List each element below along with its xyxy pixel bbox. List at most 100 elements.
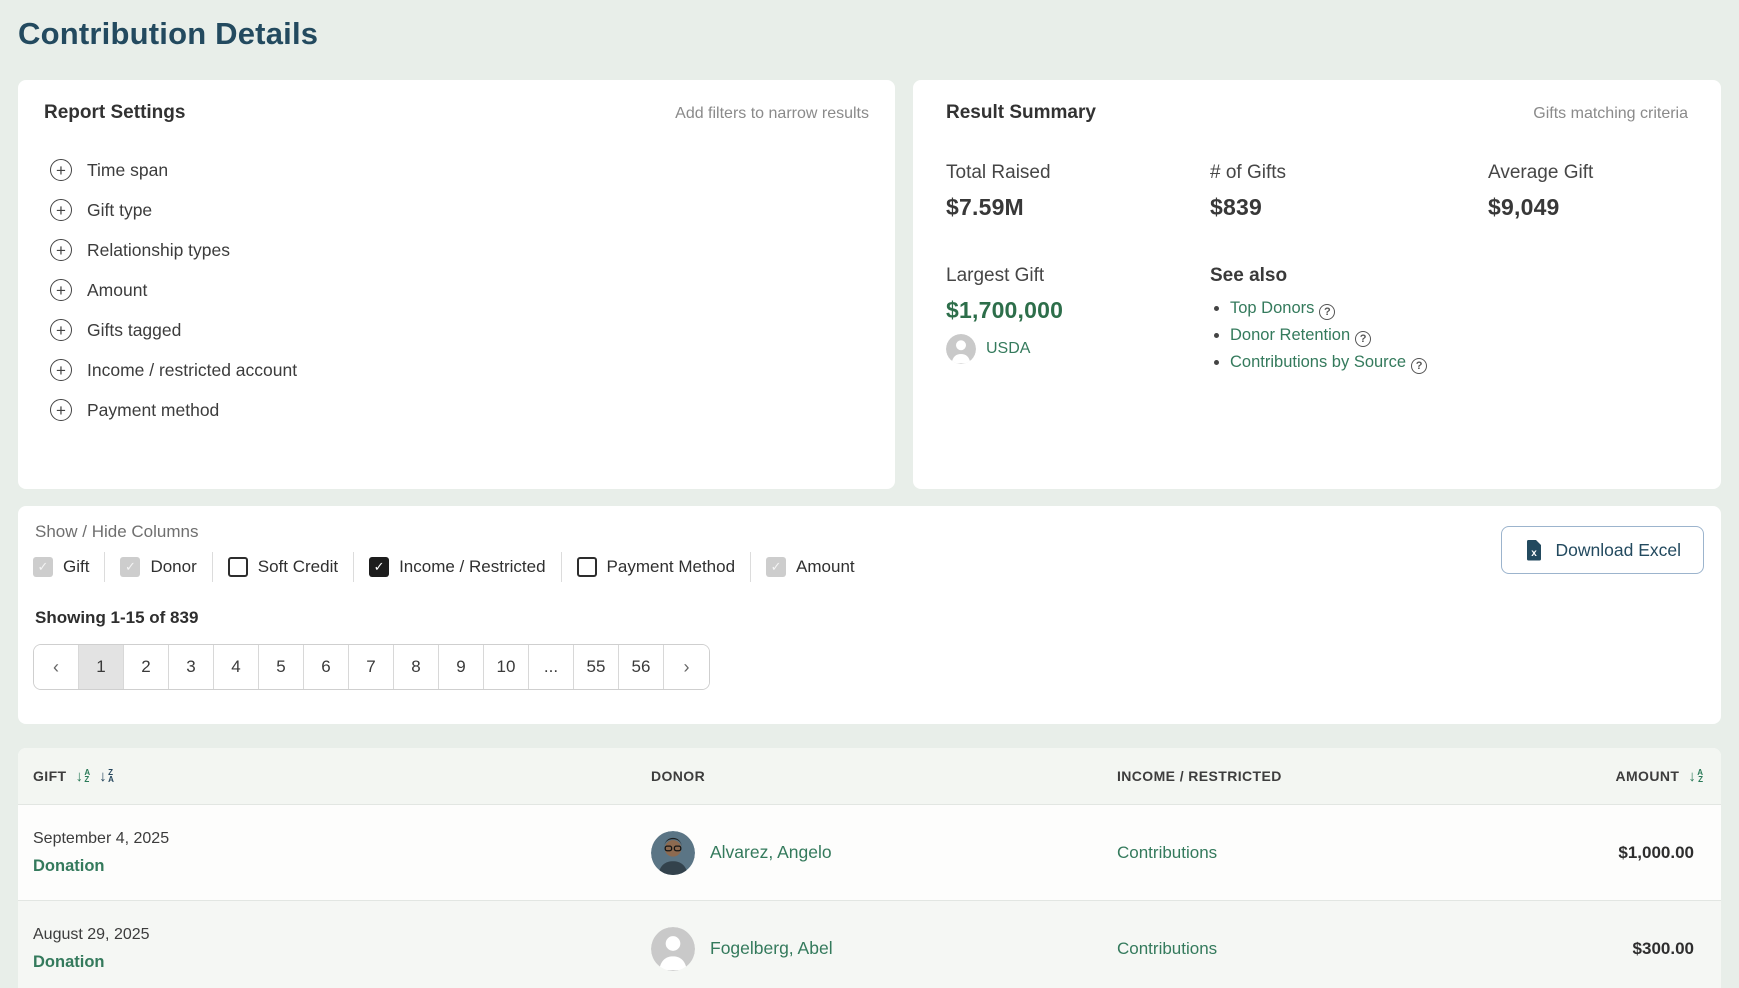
- next-page-button[interactable]: ›: [664, 645, 709, 689]
- page-button-6[interactable]: 6: [304, 645, 349, 689]
- donor-name-link[interactable]: Fogelberg, Abel: [710, 938, 833, 958]
- stat-value: $839: [1210, 194, 1262, 220]
- help-icon[interactable]: [1355, 331, 1372, 347]
- income-account-link[interactable]: Contributions: [1117, 938, 1218, 958]
- checkbox-income-restricted[interactable]: Income / Restricted: [369, 557, 546, 577]
- filter-list: Time span Gift type Relationship types A…: [44, 150, 869, 430]
- filter-gifts-tagged[interactable]: Gifts tagged: [44, 310, 869, 350]
- help-icon[interactable]: [1319, 304, 1336, 320]
- stat-label: # of Gifts: [1210, 162, 1287, 183]
- donor-photo-avatar: [651, 830, 695, 875]
- filter-label: Income / restricted account: [87, 359, 298, 380]
- filter-time-span[interactable]: Time span: [44, 150, 869, 190]
- svg-text:x: x: [1531, 548, 1537, 559]
- checkbox-soft-credit[interactable]: Soft Credit: [227, 557, 338, 577]
- stat-value: $9,049: [1488, 194, 1560, 220]
- filter-payment-method[interactable]: Payment method: [44, 390, 869, 430]
- stat-label: Average Gift: [1488, 162, 1594, 183]
- page-button-55[interactable]: 55: [574, 645, 619, 689]
- page-button-9[interactable]: 9: [439, 645, 484, 689]
- stat-label: Largest Gift: [946, 265, 1045, 286]
- stat-total-raised: Total Raised $7.59M: [946, 162, 1210, 221]
- sort-date-asc-icon[interactable]: ↓: [75, 769, 90, 784]
- report-settings-hint: Add filters to narrow results: [675, 105, 869, 122]
- checkbox-unchecked-icon: [576, 557, 597, 577]
- avatar-placeholder-icon: [946, 334, 976, 364]
- help-icon[interactable]: [1411, 358, 1428, 374]
- gift-type-link[interactable]: Donation: [33, 952, 105, 971]
- table-header-row: GIFT ↓ ↓ DONOR INCOME / RESTRICTED AMOUN…: [18, 748, 1721, 804]
- plus-circle-icon: [50, 359, 72, 381]
- report-settings-title: Report Settings: [44, 102, 186, 123]
- sort-date-desc-icon[interactable]: ↓: [99, 769, 114, 784]
- checkbox-label: Amount: [796, 557, 855, 576]
- contributions-by-source-link[interactable]: Contributions by Source: [1230, 353, 1407, 371]
- top-donors-link[interactable]: Top Donors: [1230, 299, 1315, 317]
- gift-date: September 4, 2025: [33, 829, 170, 847]
- donor-column-header: DONOR: [651, 768, 1117, 784]
- page-button-3[interactable]: 3: [169, 645, 214, 689]
- page-button-4[interactable]: 4: [214, 645, 259, 689]
- column-header-label: DONOR: [651, 768, 706, 784]
- plus-circle-icon: [50, 319, 72, 341]
- filter-amount[interactable]: Amount: [44, 270, 869, 310]
- largest-gift-donor-link[interactable]: USDA: [986, 340, 1031, 357]
- divider: [353, 552, 355, 582]
- donor-cell: Fogelberg, Abel: [651, 926, 1117, 971]
- filter-relationship-types[interactable]: Relationship types: [44, 230, 869, 270]
- filter-label: Gift type: [87, 199, 153, 220]
- income-account-link[interactable]: Contributions: [1117, 842, 1218, 862]
- download-excel-button[interactable]: x Download Excel: [1500, 526, 1704, 574]
- column-header-label: INCOME / RESTRICTED: [1117, 768, 1282, 784]
- filter-gift-type[interactable]: Gift type: [44, 190, 869, 230]
- checkbox-checked-disabled-icon: [120, 557, 141, 577]
- plus-circle-icon: [50, 159, 72, 181]
- donor-name-link[interactable]: Alvarez, Angelo: [710, 842, 832, 862]
- page-button-5[interactable]: 5: [259, 645, 304, 689]
- stat-average-gift: Average Gift $9,049: [1488, 162, 1688, 221]
- show-hide-columns-label: Show / Hide Columns: [35, 522, 199, 541]
- summary-second-row: Largest Gift $1,700,000 USDA See also To…: [946, 265, 1688, 377]
- amount-cell: $300.00: [1632, 938, 1694, 958]
- list-item: Donor Retention: [1230, 323, 1688, 350]
- page-button-56[interactable]: 56: [619, 645, 664, 689]
- result-summary-header: Result Summary Gifts matching criteria: [946, 102, 1688, 124]
- checkbox-payment-method[interactable]: Payment Method: [576, 557, 735, 577]
- filter-label: Payment method: [87, 399, 220, 420]
- stat-largest-gift: Largest Gift $1,700,000 USDA: [946, 265, 1210, 377]
- sort-amount-icon[interactable]: ↓: [1688, 769, 1703, 784]
- checkbox-gift: Gift: [33, 557, 89, 577]
- largest-gift-donor: USDA: [946, 334, 1210, 364]
- showing-count-label: Showing 1-15 of 839: [35, 608, 199, 627]
- divider: [104, 552, 106, 582]
- page-button-2[interactable]: 2: [124, 645, 169, 689]
- gift-column-header: GIFT ↓ ↓: [18, 768, 651, 784]
- results-table: GIFT ↓ ↓ DONOR INCOME / RESTRICTED AMOUN…: [18, 748, 1721, 988]
- stat-value: $7.59M: [946, 194, 1024, 220]
- column-header-label: GIFT: [33, 768, 67, 784]
- result-summary-hint: Gifts matching criteria: [1533, 105, 1688, 122]
- result-summary-title: Result Summary: [946, 102, 1096, 123]
- page-button-1[interactable]: 1: [79, 645, 124, 689]
- page-button-10[interactable]: 10: [484, 645, 529, 689]
- page-button-7[interactable]: 7: [349, 645, 394, 689]
- income-restricted-column-header: INCOME / RESTRICTED: [1117, 768, 1517, 784]
- checkbox-checked-disabled-icon: [33, 557, 53, 577]
- excel-file-icon: x: [1524, 539, 1544, 561]
- see-also-list: Top Donors Donor Retention Contributions…: [1210, 296, 1688, 377]
- largest-gift-value: $1,700,000: [946, 297, 1064, 323]
- column-header-label: AMOUNT: [1615, 768, 1680, 784]
- gift-type-link[interactable]: Donation: [33, 856, 105, 875]
- donor-retention-link[interactable]: Donor Retention: [1230, 326, 1351, 344]
- list-item: Top Donors: [1230, 296, 1688, 323]
- filter-income-restricted-account[interactable]: Income / restricted account: [44, 350, 869, 390]
- checkbox-unchecked-icon: [227, 557, 248, 577]
- result-summary-panel: Result Summary Gifts matching criteria T…: [913, 80, 1721, 489]
- page-button-8[interactable]: 8: [394, 645, 439, 689]
- page-title: Contribution Details: [18, 16, 319, 51]
- prev-page-button[interactable]: ‹: [34, 645, 79, 689]
- amount-cell: $1,000.00: [1618, 842, 1694, 862]
- checkbox-label: Gift: [63, 557, 90, 576]
- summary-stats-row: Total Raised $7.59M # of Gifts $839 Aver…: [946, 162, 1688, 221]
